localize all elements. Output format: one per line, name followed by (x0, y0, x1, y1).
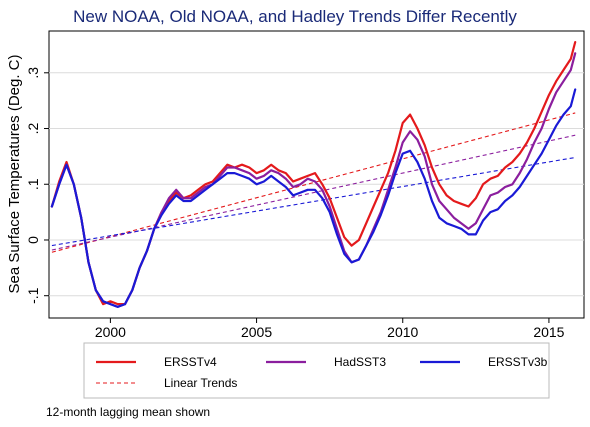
x-axis-ticks: 2000 2005 2010 2015 (95, 318, 565, 340)
legend: ERSSTv4 HadSST3 ERSSTv3b Linear Trends (96, 355, 548, 390)
x-tick-label: 2010 (387, 324, 418, 340)
footnote: 12-month lagging mean shown (46, 405, 210, 419)
x-tick-label: 2015 (533, 324, 564, 340)
y-tick-label: .3 (25, 67, 41, 79)
y-tick-label: 0 (25, 236, 41, 244)
trend-line-ersstv3b (51, 156, 576, 247)
y-tick-label: -.1 (25, 287, 41, 304)
trend-line-hadsst3 (51, 134, 576, 251)
series-lines (50, 40, 577, 308)
legend-label-ersstv4: ERSSTv4 (164, 355, 217, 369)
trend-line-ersstv4 (51, 112, 576, 253)
legend-label-hadsst3: HadSST3 (334, 355, 386, 369)
series-line-ersstv3b (50, 88, 577, 308)
y-tick-label: .1 (25, 178, 41, 190)
legend-box (83, 342, 550, 399)
x-tick-label: 2000 (95, 324, 126, 340)
chart-title: New NOAA, Old NOAA, and Hadley Trends Di… (73, 7, 517, 26)
legend-label-linear-trends: Linear Trends (164, 376, 237, 390)
grid-lines (49, 72, 584, 297)
y-tick-label: .2 (25, 122, 41, 134)
legend-label-ersstv3b: ERSSTv3b (488, 355, 548, 369)
x-tick-label: 2005 (241, 324, 272, 340)
y-axis-label: Sea Surface Temperatures (Deg. C) (6, 54, 23, 293)
trend-lines (51, 112, 576, 253)
y-axis-ticks: -.1 0 .1 .2 .3 (25, 67, 49, 304)
